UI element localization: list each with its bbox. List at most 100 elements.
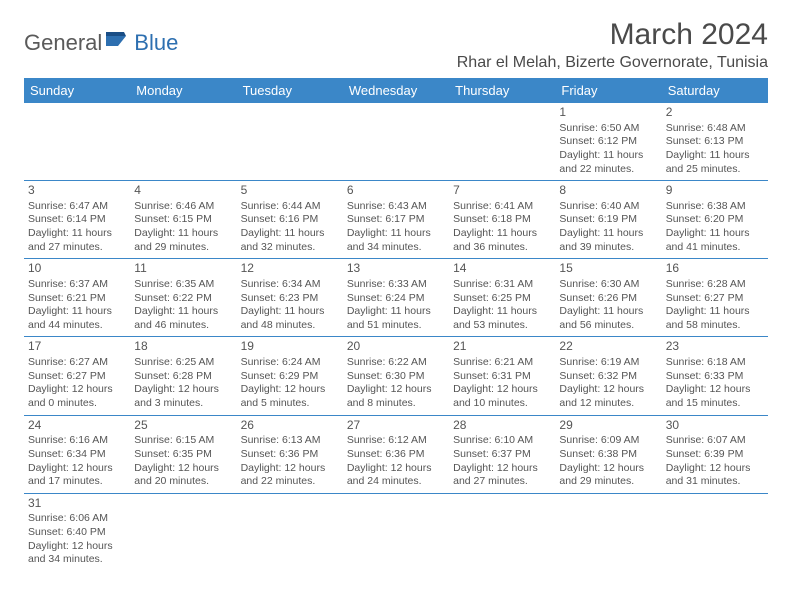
calendar-empty-cell — [449, 493, 555, 571]
day-daylight: Daylight: 12 hours and 0 minutes. — [28, 383, 126, 410]
weekday-header: Sunday — [24, 78, 130, 103]
calendar-day-cell: 14Sunrise: 6:31 AMSunset: 6:25 PMDayligh… — [449, 259, 555, 337]
day-sunset: Sunset: 6:40 PM — [28, 526, 126, 540]
day-sunrise: Sunrise: 6:44 AM — [241, 200, 339, 214]
calendar-body: 1Sunrise: 6:50 AMSunset: 6:12 PM Daylight… — [24, 103, 768, 571]
day-sunrise: Sunrise: 6:48 AM — [666, 122, 764, 136]
calendar-day-cell: 23Sunrise: 6:18 AMSunset: 6:33 PMDayligh… — [662, 337, 768, 415]
day-sunset: Sunset: 6:19 PM — [559, 213, 657, 227]
day-sunset: Sunset: 6:36 PM — [347, 448, 445, 462]
weekday-header: Wednesday — [343, 78, 449, 103]
day-sunset: Sunset: 6:28 PM — [134, 370, 232, 384]
day-sunset: Sunset: 6:23 PM — [241, 292, 339, 306]
day-sunset: Sunset: 6:29 PM — [241, 370, 339, 384]
day-daylight: Daylight: 11 hours and 58 minutes. — [666, 305, 764, 332]
calendar-day-cell: 9Sunrise: 6:38 AMSunset: 6:20 PMDaylight… — [662, 181, 768, 259]
calendar-day-cell: 10Sunrise: 6:37 AMSunset: 6:21 PMDayligh… — [24, 259, 130, 337]
day-daylight: Daylight: 11 hours and 44 minutes. — [28, 305, 126, 332]
day-number: 21 — [453, 339, 551, 355]
day-daylight: Daylight: 12 hours and 8 minutes. — [347, 383, 445, 410]
weekday-header-row: SundayMondayTuesdayWednesdayThursdayFrid… — [24, 78, 768, 103]
calendar-day-cell: 8Sunrise: 6:40 AMSunset: 6:19 PMDaylight… — [555, 181, 661, 259]
day-number: 1 — [559, 105, 657, 121]
day-daylight: Daylight: 11 hours and 36 minutes. — [453, 227, 551, 254]
day-sunrise: Sunrise: 6:46 AM — [134, 200, 232, 214]
day-sunset: Sunset: 6:33 PM — [666, 370, 764, 384]
calendar-empty-cell — [449, 103, 555, 181]
weekday-header: Friday — [555, 78, 661, 103]
calendar-week-row: 3Sunrise: 6:47 AMSunset: 6:14 PMDaylight… — [24, 181, 768, 259]
calendar-day-cell: 4Sunrise: 6:46 AMSunset: 6:15 PMDaylight… — [130, 181, 236, 259]
calendar-empty-cell — [130, 103, 236, 181]
day-daylight: Daylight: 11 hours and 39 minutes. — [559, 227, 657, 254]
calendar-empty-cell — [237, 103, 343, 181]
weekday-header: Monday — [130, 78, 236, 103]
calendar-empty-cell — [343, 493, 449, 571]
calendar-empty-cell — [343, 103, 449, 181]
day-sunrise: Sunrise: 6:25 AM — [134, 356, 232, 370]
day-number: 10 — [28, 261, 126, 277]
calendar-empty-cell — [237, 493, 343, 571]
calendar-day-cell: 18Sunrise: 6:25 AMSunset: 6:28 PMDayligh… — [130, 337, 236, 415]
day-sunset: Sunset: 6:25 PM — [453, 292, 551, 306]
day-sunrise: Sunrise: 6:30 AM — [559, 278, 657, 292]
day-daylight: Daylight: 12 hours and 29 minutes. — [559, 462, 657, 489]
day-number: 6 — [347, 183, 445, 199]
day-sunrise: Sunrise: 6:18 AM — [666, 356, 764, 370]
calendar-week-row: 17Sunrise: 6:27 AMSunset: 6:27 PMDayligh… — [24, 337, 768, 415]
day-number: 17 — [28, 339, 126, 355]
day-sunrise: Sunrise: 6:47 AM — [28, 200, 126, 214]
day-sunrise: Sunrise: 6:31 AM — [453, 278, 551, 292]
day-daylight: Daylight: 12 hours and 20 minutes. — [134, 462, 232, 489]
page-title: March 2024 — [457, 18, 768, 52]
day-number: 8 — [559, 183, 657, 199]
calendar-empty-cell — [662, 493, 768, 571]
day-sunrise: Sunrise: 6:27 AM — [28, 356, 126, 370]
logo: General Blue — [24, 30, 178, 56]
day-sunset: Sunset: 6:13 PM — [666, 135, 764, 149]
calendar-empty-cell — [130, 493, 236, 571]
day-daylight: Daylight: 12 hours and 3 minutes. — [134, 383, 232, 410]
day-number: 12 — [241, 261, 339, 277]
calendar-day-cell: 28Sunrise: 6:10 AMSunset: 6:37 PMDayligh… — [449, 415, 555, 493]
day-number: 27 — [347, 418, 445, 434]
calendar-day-cell: 1Sunrise: 6:50 AMSunset: 6:12 PMDaylight… — [555, 103, 661, 181]
day-sunrise: Sunrise: 6:37 AM — [28, 278, 126, 292]
day-sunset: Sunset: 6:38 PM — [559, 448, 657, 462]
day-number: 24 — [28, 418, 126, 434]
calendar-day-cell: 26Sunrise: 6:13 AMSunset: 6:36 PMDayligh… — [237, 415, 343, 493]
day-sunrise: Sunrise: 6:07 AM — [666, 434, 764, 448]
day-sunset: Sunset: 6:18 PM — [453, 213, 551, 227]
day-sunrise: Sunrise: 6:40 AM — [559, 200, 657, 214]
day-sunset: Sunset: 6:16 PM — [241, 213, 339, 227]
day-number: 4 — [134, 183, 232, 199]
calendar-week-row: 1Sunrise: 6:50 AMSunset: 6:12 PMDaylight… — [24, 103, 768, 181]
day-daylight: Daylight: 11 hours and 27 minutes. — [28, 227, 126, 254]
day-number: 23 — [666, 339, 764, 355]
day-sunrise: Sunrise: 6:24 AM — [241, 356, 339, 370]
day-number: 20 — [347, 339, 445, 355]
weekday-header: Tuesday — [237, 78, 343, 103]
day-daylight: Daylight: 11 hours and 32 minutes. — [241, 227, 339, 254]
location-subtitle: Rhar el Melah, Bizerte Governorate, Tuni… — [457, 54, 768, 72]
calendar-day-cell: 11Sunrise: 6:35 AMSunset: 6:22 PMDayligh… — [130, 259, 236, 337]
day-sunset: Sunset: 6:22 PM — [134, 292, 232, 306]
day-sunset: Sunset: 6:31 PM — [453, 370, 551, 384]
day-sunset: Sunset: 6:12 PM — [559, 135, 657, 149]
calendar-day-cell: 31Sunrise: 6:06 AMSunset: 6:40 PMDayligh… — [24, 493, 130, 571]
weekday-header: Thursday — [449, 78, 555, 103]
day-sunrise: Sunrise: 6:38 AM — [666, 200, 764, 214]
calendar-day-cell: 12Sunrise: 6:34 AMSunset: 6:23 PMDayligh… — [237, 259, 343, 337]
day-number: 9 — [666, 183, 764, 199]
day-daylight: Daylight: 12 hours and 5 minutes. — [241, 383, 339, 410]
day-daylight: Daylight: 11 hours and 56 minutes. — [559, 305, 657, 332]
day-sunset: Sunset: 6:32 PM — [559, 370, 657, 384]
day-number: 22 — [559, 339, 657, 355]
day-sunrise: Sunrise: 6:16 AM — [28, 434, 126, 448]
day-sunrise: Sunrise: 6:06 AM — [28, 512, 126, 526]
day-sunrise: Sunrise: 6:28 AM — [666, 278, 764, 292]
calendar-week-row: 24Sunrise: 6:16 AMSunset: 6:34 PMDayligh… — [24, 415, 768, 493]
day-sunrise: Sunrise: 6:50 AM — [559, 122, 657, 136]
day-sunrise: Sunrise: 6:21 AM — [453, 356, 551, 370]
day-number: 18 — [134, 339, 232, 355]
